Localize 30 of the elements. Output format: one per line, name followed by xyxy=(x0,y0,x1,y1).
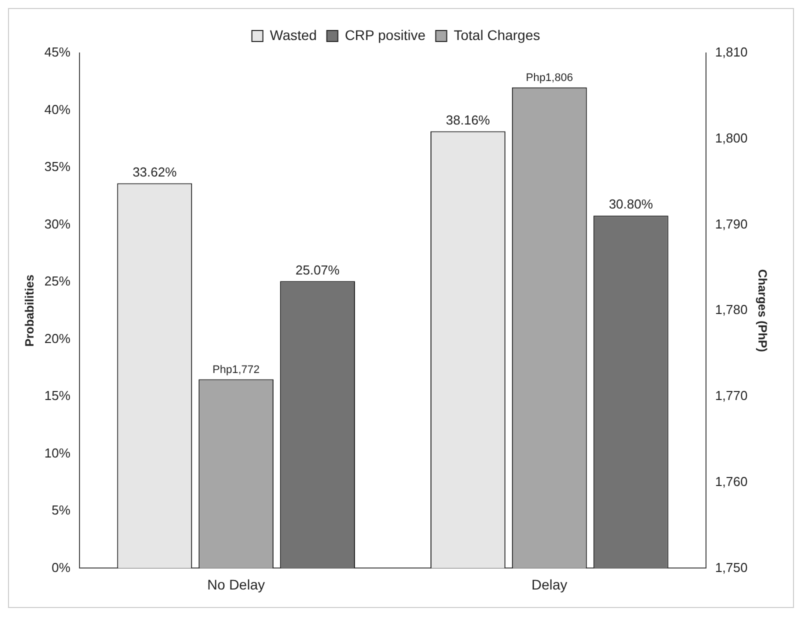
legend-label: CRP positive xyxy=(344,26,426,43)
y2-tick-label: 1,790 xyxy=(715,216,748,232)
y-tick-label: 5% xyxy=(52,502,71,518)
y2-tick-label: 1,770 xyxy=(715,388,748,404)
y-tick-label: 15% xyxy=(44,388,71,404)
y-tick-label: 40% xyxy=(44,102,71,117)
legend-label: Wasted xyxy=(270,26,317,43)
y-tick-label: 0% xyxy=(52,560,71,575)
y2-axis-title: Charges (PhP) xyxy=(755,269,770,352)
y-tick-label: 35% xyxy=(44,159,71,174)
y2-tick-label: 1,810 xyxy=(715,44,748,60)
data-label: 33.62% xyxy=(132,164,178,180)
y2-tick-label: 1,750 xyxy=(715,560,748,575)
y2-tick-label: 1,760 xyxy=(715,474,748,489)
y-tick-label: 20% xyxy=(44,330,71,346)
legend-label: Total Charges xyxy=(454,26,540,43)
y-tick-label: 25% xyxy=(44,274,71,289)
data-label: 25.07% xyxy=(296,262,340,278)
y-tick-label: 30% xyxy=(44,216,71,232)
x-tick-label: No Delay xyxy=(207,576,265,592)
data-label: 38.16% xyxy=(446,112,490,128)
y2-tick-label: 1,800 xyxy=(715,130,748,146)
data-label: Php1,806 xyxy=(526,72,573,84)
data-label: Php1,772 xyxy=(212,364,260,376)
y-tick-label: 45% xyxy=(44,44,71,60)
y-axis-title: Probabilities xyxy=(22,274,37,347)
y2-tick-label: 1,780 xyxy=(715,302,748,318)
y-tick-label: 10% xyxy=(44,445,71,460)
data-label: 30.80% xyxy=(608,196,654,212)
x-tick-label: Delay xyxy=(532,576,568,592)
